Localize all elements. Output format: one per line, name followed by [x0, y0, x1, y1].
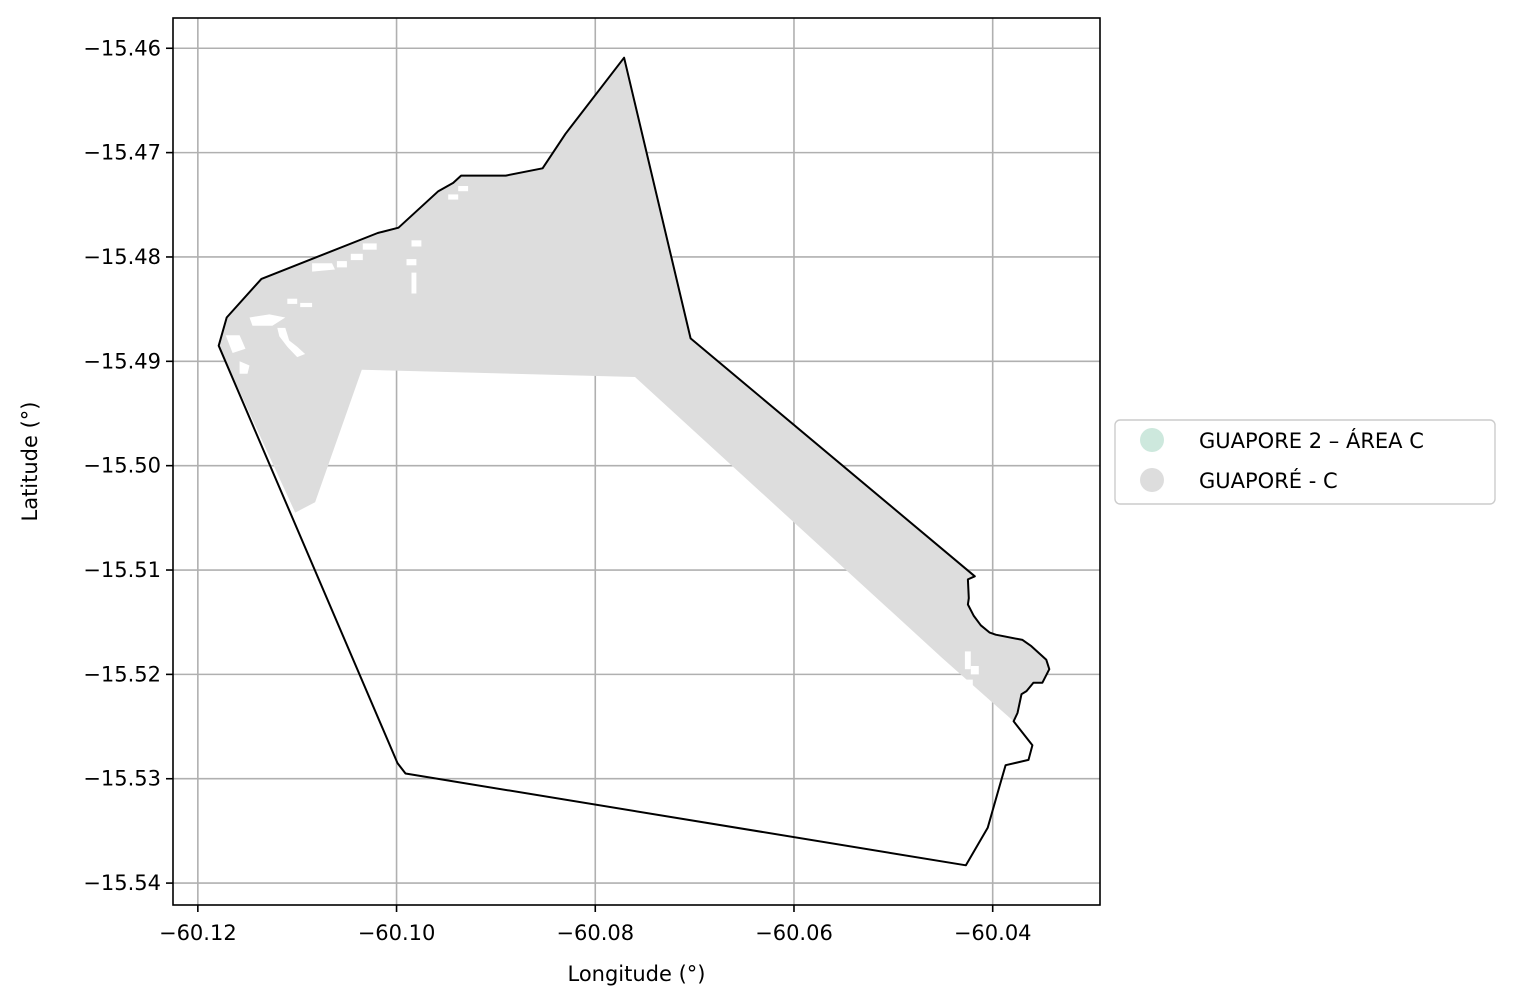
x-tick-label: −60.04 [954, 921, 1032, 945]
unfilled-gap [458, 186, 469, 192]
x-axis-label: Longitude (°) [567, 962, 705, 986]
unfilled-gap [277, 327, 306, 358]
guapore-2-area-c-boundary [217, 56, 1051, 867]
y-tick-label: −15.46 [83, 36, 161, 60]
y-tick-label: −15.52 [83, 662, 161, 686]
unfilled-gap [336, 261, 347, 268]
x-tick-label: −60.10 [358, 921, 436, 945]
x-tick-label: −60.08 [556, 921, 634, 945]
y-axis-ticks: −15.46 −15.47 −15.48 −15.49 −15.50 −15.51 −15.… [83, 36, 173, 895]
y-tick-label: −15.48 [83, 245, 161, 269]
unfilled-gap [239, 361, 250, 374]
unfilled-gap [406, 259, 417, 266]
unfilled-gap [962, 679, 973, 687]
y-axis-label: Latitude (°) [18, 402, 42, 522]
unfilled-gap [225, 335, 246, 353]
grid-lines [173, 18, 1100, 905]
y-tick-label: −15.54 [83, 871, 161, 895]
unfilled-gap [970, 666, 979, 675]
legend: GUAPORE 2 – ÁREA C GUAPORÉ - C [1114, 419, 1496, 505]
y-tick-label: −15.53 [83, 767, 161, 791]
filled-area [218, 57, 1050, 722]
unfilled-gap [350, 253, 363, 261]
boundary-outline [217, 56, 1051, 867]
unfilled-gap [249, 314, 286, 326]
x-axis-ticks: −60.12 −60.10 −60.08 −60.06 −60.04 [159, 905, 1032, 945]
legend-label-guapore-c: GUAPORÉ - C [1199, 468, 1338, 493]
unfilled-gap [411, 272, 417, 294]
guapore-c-area [218, 57, 1050, 722]
legend-marker-guapore-c [1140, 468, 1164, 492]
unfilled-gap [312, 263, 335, 272]
legend-marker-guapore-2-area-c [1140, 428, 1164, 452]
unfilled-gap [411, 240, 422, 247]
y-tick-label: −15.50 [83, 454, 161, 478]
unfilled-gap [448, 194, 459, 200]
unfilled-gap [300, 302, 313, 308]
x-tick-label: −60.06 [755, 921, 833, 945]
y-tick-label: −15.49 [83, 349, 161, 373]
unfilled-gap [287, 298, 298, 304]
unfilled-gap [964, 651, 971, 670]
legend-box [1114, 419, 1496, 505]
unfilled-gap [362, 243, 377, 250]
plot-frame [172, 17, 1101, 906]
legend-label-guapore-2-area-c: GUAPORE 2 – ÁREA C [1199, 428, 1424, 453]
y-tick-label: −15.51 [83, 558, 161, 582]
x-tick-label: −60.12 [159, 921, 237, 945]
y-tick-label: −15.47 [83, 141, 161, 165]
